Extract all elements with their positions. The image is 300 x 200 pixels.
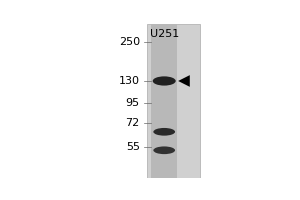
Text: 130: 130: [119, 76, 140, 86]
Bar: [147, 24, 200, 178]
Ellipse shape: [153, 146, 175, 154]
Bar: [152, 24, 177, 178]
Ellipse shape: [153, 128, 175, 136]
Text: 55: 55: [126, 142, 140, 152]
Text: 72: 72: [126, 118, 140, 128]
Text: 95: 95: [126, 98, 140, 108]
Polygon shape: [178, 75, 190, 87]
Ellipse shape: [153, 76, 176, 86]
Text: 250: 250: [119, 37, 140, 47]
Text: U251: U251: [150, 29, 179, 39]
